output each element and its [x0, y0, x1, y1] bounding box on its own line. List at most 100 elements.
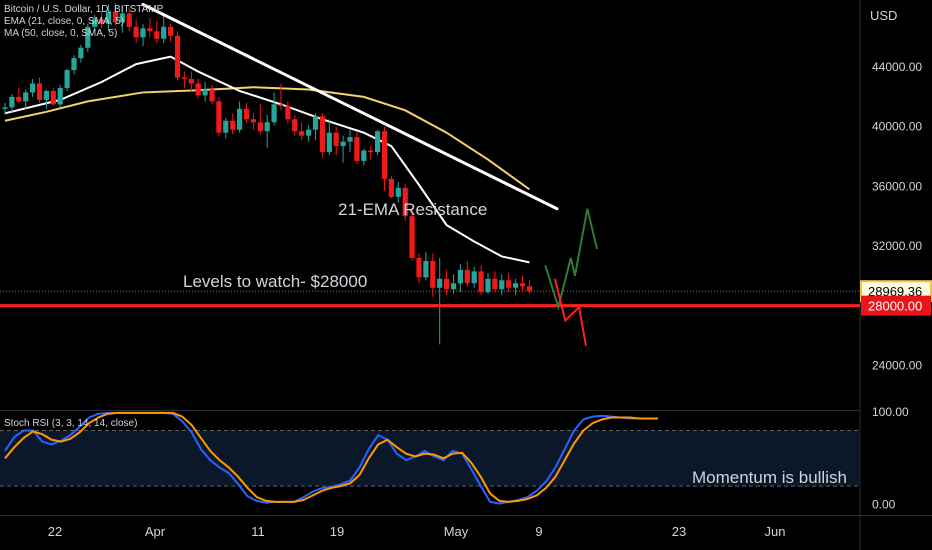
candle-body	[278, 104, 284, 106]
candle-body	[423, 260, 429, 278]
candle-body	[147, 28, 153, 32]
candle-body	[16, 96, 22, 102]
currency-label: USD	[870, 8, 897, 23]
candle-body	[57, 87, 63, 105]
candle-body	[381, 131, 388, 179]
candle-body	[526, 286, 532, 292]
candle-body	[78, 47, 84, 59]
candle-body	[437, 278, 443, 288]
candle-body	[333, 132, 339, 147]
candle-body	[85, 26, 91, 48]
candle-body	[181, 77, 187, 80]
last-price-tag: 28969.36	[868, 284, 922, 299]
candle-body	[140, 28, 146, 38]
stoch-d-line	[4, 411, 658, 503]
candle-body	[216, 101, 222, 133]
candle-body	[230, 120, 236, 130]
stoch-band-fill	[0, 430, 860, 487]
candle-body	[271, 104, 277, 123]
candle-body	[368, 150, 374, 153]
candle-body	[257, 122, 263, 132]
candle-body	[133, 26, 139, 38]
candle-body	[99, 19, 105, 24]
candle-body	[50, 90, 56, 105]
candle-body	[154, 31, 160, 39]
candle-body	[174, 35, 181, 78]
candle-body	[161, 26, 167, 39]
candle-body	[402, 187, 408, 217]
candle-body	[464, 269, 470, 284]
bullish-arrow	[544, 208, 598, 311]
trendline	[141, 2, 559, 211]
candle-body	[513, 283, 519, 288]
candle-body	[395, 187, 401, 197]
candle-body	[499, 280, 505, 290]
candle-body	[485, 278, 491, 293]
x-tick-label: May	[444, 524, 469, 539]
candle-body	[195, 83, 201, 96]
candle-body	[9, 96, 15, 108]
candle-body	[444, 278, 450, 290]
candle-body	[457, 269, 463, 284]
chart-title: Bitcoin / U.S. Dollar, 1D, BITSTAMP	[4, 4, 164, 15]
bearish-arrow	[553, 278, 587, 347]
y-tick-label: 40000.00	[872, 120, 922, 134]
candle-body	[119, 13, 125, 23]
candle-body	[243, 108, 250, 120]
candle-body	[168, 26, 174, 36]
candle-body	[430, 260, 436, 288]
candle-body	[326, 132, 332, 153]
candle-body	[506, 280, 512, 288]
candle-body	[299, 131, 305, 136]
y-tick-label: 24000.00	[872, 358, 922, 372]
candle-body	[188, 79, 194, 84]
x-tick-label: 23	[672, 524, 686, 539]
candle-body	[388, 178, 394, 197]
candle-body	[43, 90, 49, 100]
x-tick-label: 19	[330, 524, 344, 539]
candle-body	[36, 83, 43, 100]
candle-body	[375, 131, 381, 153]
candle-body	[361, 150, 367, 162]
osc-y-tick-label: 100.00	[872, 405, 909, 419]
candle-body	[223, 120, 229, 133]
annotation-momentum: Momentum is bullish	[692, 468, 847, 487]
candle-body	[492, 278, 498, 290]
candle-body	[450, 283, 457, 290]
x-tick-label: Jun	[765, 524, 786, 539]
candle-body	[292, 119, 298, 132]
level-tag: 28000.00	[868, 299, 922, 314]
candle-body	[237, 108, 243, 130]
candle-body	[312, 116, 319, 130]
candle-body	[2, 107, 8, 109]
candle-body	[354, 137, 360, 162]
y-tick-label: 32000.00	[872, 239, 922, 253]
candle-body	[347, 137, 353, 142]
stoch-rsi-legend: Stoch RSI (3, 3, 14, 14, close)	[4, 418, 138, 429]
candle-body	[264, 122, 270, 132]
candle-body	[471, 271, 477, 284]
candle-body	[250, 119, 256, 123]
candle-body	[409, 216, 415, 258]
annotation-levels: Levels to watch- $28000	[183, 272, 367, 291]
ema21-line	[4, 55, 530, 264]
x-tick-label: 11	[251, 524, 265, 539]
candle-body	[306, 129, 312, 136]
candle-body	[340, 141, 346, 147]
x-tick-label: Apr	[145, 524, 166, 539]
candle-body	[519, 283, 526, 287]
candle-body	[126, 13, 132, 27]
candle-body	[112, 11, 118, 23]
candle-body	[202, 89, 208, 96]
y-tick-label: 36000.00	[872, 179, 922, 193]
candle-body	[105, 11, 112, 24]
x-tick-label: 9	[535, 524, 542, 539]
candle-body	[285, 105, 291, 120]
candle-body	[319, 116, 325, 153]
candle-body	[209, 89, 215, 102]
annotation-ema-resistance: 21-EMA Resistance	[338, 200, 487, 219]
ma-legend: MA (50, close, 0, SMA, 5)	[4, 28, 118, 39]
x-tick-label: 22	[48, 524, 62, 539]
